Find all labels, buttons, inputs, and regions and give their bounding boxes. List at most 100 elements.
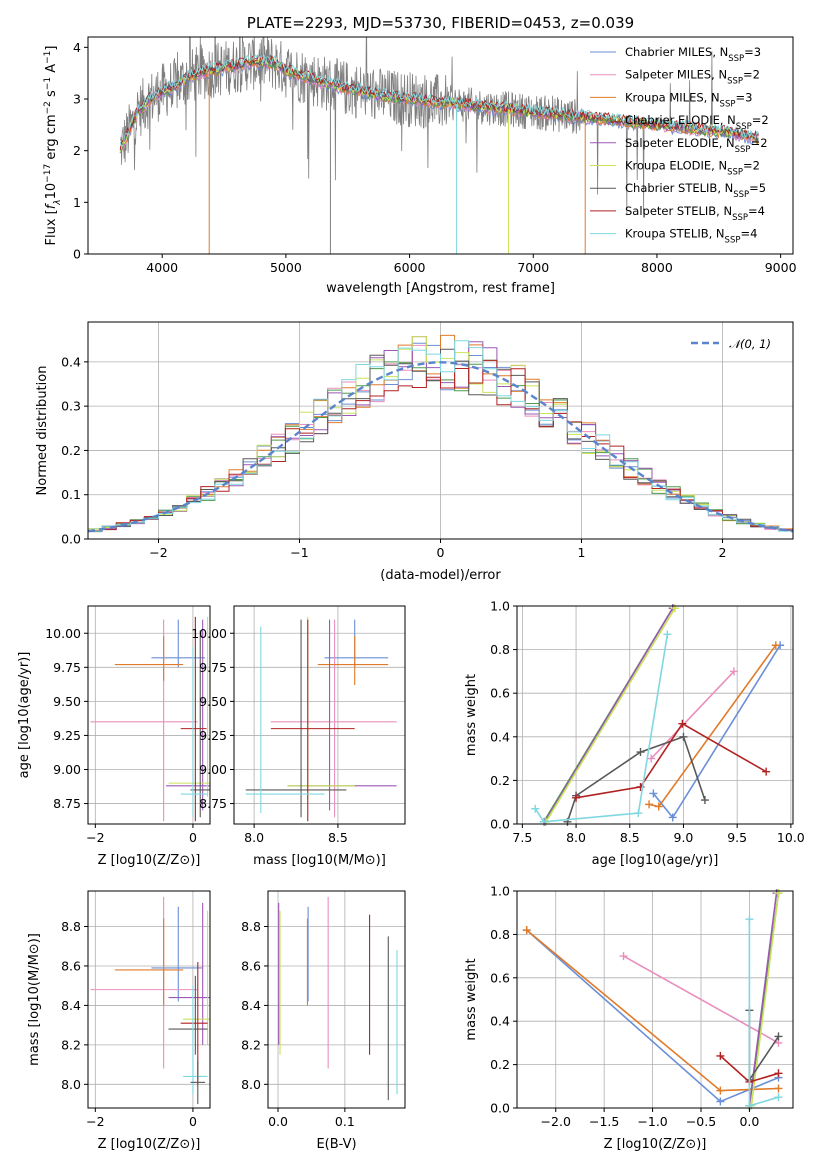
- y-tick-label: 9.75: [53, 660, 81, 675]
- x-tick-label: 5000: [270, 260, 302, 275]
- weight-marker: [774, 1084, 783, 1093]
- y-tick-label: 8.2: [61, 1037, 81, 1052]
- x-tick-label: 8.5: [620, 830, 640, 845]
- x-tick-label: 0.0: [268, 1114, 288, 1129]
- weight-line: [575, 722, 767, 799]
- y-axis-label-part: −17: [43, 164, 53, 183]
- y-axis-label: Normed distribution: [35, 366, 50, 496]
- y-tick-label: 9.50: [53, 694, 81, 709]
- legend-suffix: =5: [749, 181, 766, 195]
- weight-marker: [531, 804, 540, 813]
- x-tick-label: −1.5: [589, 1114, 619, 1129]
- legend-entry: Kroupa STELIB, NSSP=4: [625, 227, 757, 246]
- weight-marker: [663, 630, 672, 639]
- y-tick-label: 0.1: [61, 487, 81, 502]
- x-tick-label: 9.0: [674, 830, 694, 845]
- x-axis-label: wavelength [Angstrom, rest frame]: [326, 281, 555, 296]
- y-axis-label-part: −1: [43, 77, 53, 90]
- x-tick-label: 0: [189, 830, 197, 845]
- weight-line: [623, 955, 779, 1044]
- x-tick-label: −1.0: [637, 1114, 667, 1129]
- y-tick-label: 9.25: [53, 728, 81, 743]
- y-tick-label: 8.8: [61, 919, 81, 934]
- weight-marker: [654, 802, 663, 811]
- y-tick-label: 1.0: [490, 599, 510, 614]
- y-tick-label: 9.75: [199, 660, 227, 675]
- y-tick-label: 8.75: [199, 796, 227, 811]
- y-tick-label: 0.8: [490, 642, 510, 657]
- legend-subscript: SSP: [727, 168, 743, 178]
- x-tick-label: 4000: [146, 260, 178, 275]
- x-tick-label: 9.5: [727, 830, 747, 845]
- histogram-step: [88, 359, 793, 532]
- legend-label: Kroupa STELIB, N: [625, 227, 725, 241]
- weight-marker: [716, 1051, 725, 1060]
- y-tick-label: 9.00: [199, 762, 227, 777]
- x-tick-label: 10.0: [777, 830, 805, 845]
- y-tick-label: 0.2: [490, 1057, 510, 1072]
- y-tick-label: 0.4: [490, 1014, 510, 1029]
- weight-marker: [636, 748, 645, 757]
- legend-entry: Salpeter MILES, NSSP=2: [625, 68, 760, 87]
- y-axis-label-part: −2: [43, 101, 53, 114]
- x-axis-label: age [log10(age/yr)]: [592, 853, 719, 868]
- legend-label: Salpeter MILES, N: [625, 68, 727, 82]
- legend-label: Chabrier MILES, N: [625, 45, 728, 59]
- weight-marker: [729, 667, 738, 676]
- plot-frame: [267, 890, 406, 1109]
- legend-suffix: =4: [748, 204, 765, 218]
- legend-label: Salpeter STELIB, N: [625, 204, 732, 218]
- legend-label: Salpeter ELODIE, N: [625, 136, 735, 150]
- y-tick-label: 0.0: [490, 817, 510, 832]
- y-axis-label-part: f: [44, 202, 59, 209]
- legend-suffix: =2: [751, 136, 768, 150]
- age-vs-mass-panel: 8.0 8.5 8.75 9.00 9.25 9.50 9.75 10.00 mass [log…: [191, 605, 406, 868]
- x-tick-label: −2.0: [541, 1114, 571, 1129]
- y-axis-label-part: 10: [44, 183, 59, 200]
- y-axis-label: age [log10(age/yr)]: [17, 652, 32, 779]
- weight-marker: [745, 915, 754, 924]
- x-tick-label: 8.0: [244, 830, 264, 845]
- x-tick-label: 9000: [765, 260, 797, 275]
- weight-marker: [679, 732, 688, 741]
- x-tick-label: −2: [149, 545, 167, 560]
- y-tick-label: 8.0: [61, 1077, 81, 1092]
- y-axis-label: mass weight: [464, 674, 479, 756]
- legend-subscript: SSP: [728, 54, 744, 64]
- y-tick-label: 3: [73, 92, 81, 107]
- weight-marker: [716, 1086, 725, 1095]
- legend-entry: Salpeter STELIB, NSSP=4: [625, 204, 765, 223]
- y-axis-label-part: −1: [43, 51, 53, 64]
- y-tick-label: 0.4: [61, 354, 81, 369]
- x-tick-label: 0: [437, 545, 445, 560]
- y-tick-label: 9.00: [53, 762, 81, 777]
- y-tick-label: 10.00: [45, 626, 81, 641]
- y-axis-label-part: λ: [53, 199, 63, 205]
- y-tick-label: 8.4: [241, 998, 261, 1013]
- y-tick-label: 0.8: [490, 927, 510, 942]
- x-axis-label: E(B-V): [316, 1137, 356, 1152]
- legend-label: Chabrier STELIB, N: [625, 181, 733, 195]
- weight-marker: [678, 719, 687, 728]
- y-tick-label: 8.75: [53, 796, 81, 811]
- y-axis-label: mass [log10(M/M⊙)]: [27, 933, 42, 1066]
- residual-panel: −2 −1 0 1 2 0.0 0.1 0.2 0.3 0.4 (data-model)/error…: [35, 321, 794, 583]
- y-axis-label-part: A: [44, 64, 59, 77]
- x-tick-label: 1: [578, 545, 586, 560]
- x-tick-label: 0.0: [739, 1114, 759, 1129]
- legend-suffix: =2: [743, 68, 760, 82]
- legend-subscript: SSP: [727, 77, 743, 87]
- x-tick-label: 0.1: [335, 1114, 355, 1129]
- y-tick-label: 9.25: [199, 728, 227, 743]
- legend-suffix: =2: [752, 113, 769, 127]
- y-tick-label: 8.6: [241, 958, 261, 973]
- normal-curve: [88, 361, 793, 533]
- y-tick-label: 0.3: [61, 399, 81, 414]
- legend-subscript: SSP: [725, 236, 741, 246]
- weight-line: [545, 607, 676, 823]
- legend-entry: Chabrier MILES, NSSP=3: [625, 45, 761, 64]
- y-axis-label-part: s: [44, 90, 59, 101]
- plot-frame: [87, 890, 211, 1109]
